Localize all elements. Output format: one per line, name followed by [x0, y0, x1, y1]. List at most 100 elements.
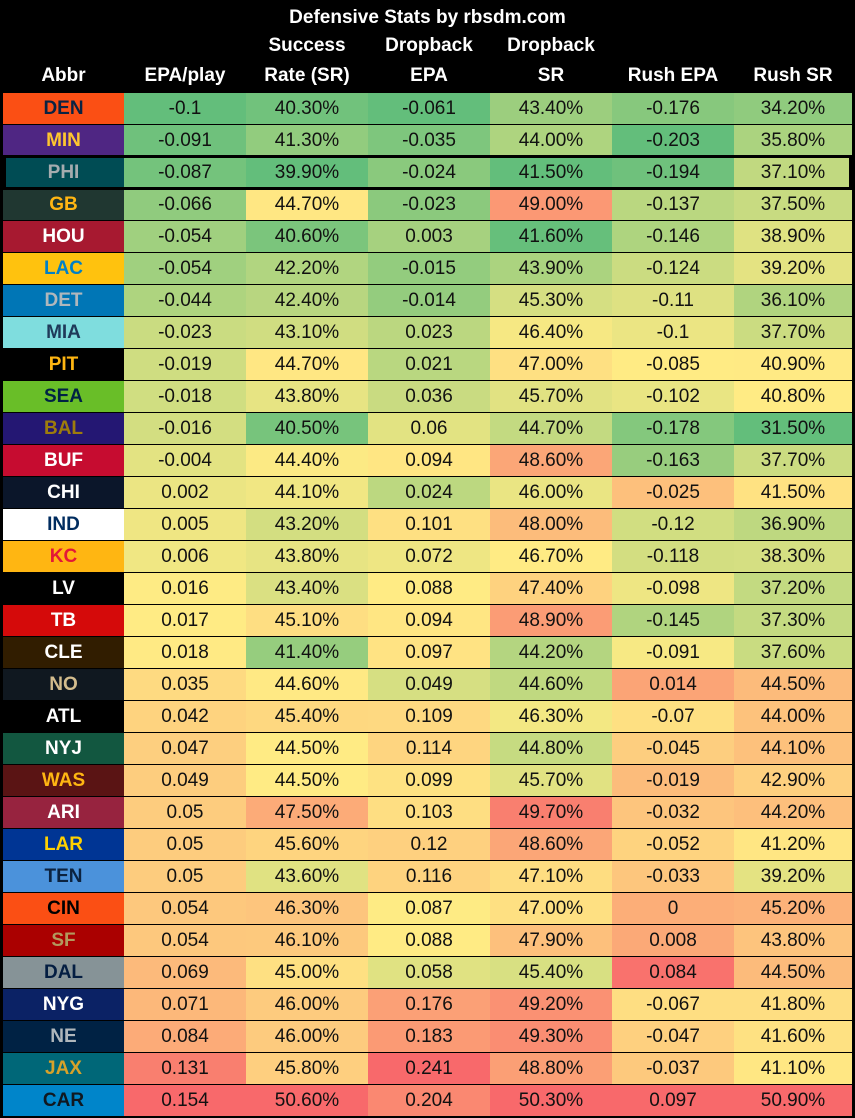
column-header-line [612, 31, 734, 61]
value-cell-db-epa: 0.183 [368, 1021, 490, 1052]
value-cell-db-sr: 43.40% [490, 93, 612, 124]
value-cell-rush-sr: 31.50% [734, 413, 852, 444]
table-row: HOU -0.054 40.60% 0.003 41.60% -0.146 38.90% [0, 221, 855, 253]
value-cell-epa-play: -0.1 [124, 93, 246, 124]
value-cell-db-sr: 48.00% [490, 509, 612, 540]
value-cell-db-sr: 46.40% [490, 317, 612, 348]
value-cell-db-epa: 0.099 [368, 765, 490, 796]
table-header: Defensive Stats by rbsdm.com Abbr EPA/pla… [0, 0, 855, 92]
value-cell-sr: 46.00% [246, 1021, 368, 1052]
table-row: TEN 0.05 43.60% 0.116 47.10% -0.033 39.20% [0, 861, 855, 893]
value-cell-rush-epa: -0.146 [612, 221, 734, 252]
table-row: SEA -0.018 43.80% 0.036 45.70% -0.102 40.80% [0, 381, 855, 413]
column-header-epa_play: EPA/play [124, 31, 246, 91]
column-header-line: EPA [410, 65, 448, 86]
value-cell-db-sr: 41.60% [490, 221, 612, 252]
table-row: LV 0.016 43.40% 0.088 47.40% -0.098 37.20% [0, 573, 855, 605]
value-cell-db-sr: 49.30% [490, 1021, 612, 1052]
value-cell-rush-epa: -0.025 [612, 477, 734, 508]
column-header-db_epa: Dropback EPA [368, 31, 490, 91]
team-abbr-cell: BAL [3, 413, 124, 444]
value-cell-db-epa: 0.109 [368, 701, 490, 732]
team-abbr-cell: CAR [3, 1085, 124, 1116]
value-cell-db-epa: 0.058 [368, 957, 490, 988]
value-cell-db-epa: 0.024 [368, 477, 490, 508]
team-abbr-cell: HOU [3, 221, 124, 252]
team-abbr-cell: GB [3, 189, 124, 220]
value-cell-sr: 45.00% [246, 957, 368, 988]
value-cell-rush-epa: 0.097 [612, 1085, 734, 1116]
value-cell-rush-sr: 37.50% [734, 189, 852, 220]
value-cell-db-epa: 0.06 [368, 413, 490, 444]
table-row: LAR 0.05 45.60% 0.12 48.60% -0.052 41.20% [0, 829, 855, 861]
value-cell-db-sr: 47.40% [490, 573, 612, 604]
value-cell-rush-epa: -0.047 [612, 1021, 734, 1052]
value-cell-sr: 46.30% [246, 893, 368, 924]
value-cell-rush-sr: 37.20% [734, 573, 852, 604]
value-cell-rush-epa: 0 [612, 893, 734, 924]
team-abbr-cell: JAX [3, 1053, 124, 1084]
value-cell-db-sr: 47.00% [490, 893, 612, 924]
value-cell-sr: 43.20% [246, 509, 368, 540]
value-cell-rush-epa: -0.102 [612, 381, 734, 412]
value-cell-rush-sr: 50.90% [734, 1085, 852, 1116]
team-abbr-cell: IND [3, 509, 124, 540]
value-cell-sr: 45.80% [246, 1053, 368, 1084]
team-abbr-cell: MIA [3, 317, 124, 348]
value-cell-db-sr: 44.00% [490, 125, 612, 156]
team-abbr-cell: LAR [3, 829, 124, 860]
value-cell-db-sr: 41.50% [490, 157, 612, 188]
value-cell-db-sr: 44.80% [490, 733, 612, 764]
value-cell-epa-play: -0.066 [124, 189, 246, 220]
value-cell-rush-sr: 34.20% [734, 93, 852, 124]
value-cell-rush-sr: 45.20% [734, 893, 852, 924]
value-cell-db-sr: 50.30% [490, 1085, 612, 1116]
table-row: BUF -0.004 44.40% 0.094 48.60% -0.163 37.70% [0, 445, 855, 477]
value-cell-epa-play: 0.054 [124, 925, 246, 956]
value-cell-epa-play: 0.016 [124, 573, 246, 604]
value-cell-rush-epa: -0.176 [612, 93, 734, 124]
value-cell-sr: 46.00% [246, 989, 368, 1020]
value-cell-db-epa: 0.036 [368, 381, 490, 412]
team-abbr-cell: BUF [3, 445, 124, 476]
value-cell-db-epa: 0.103 [368, 797, 490, 828]
value-cell-rush-epa: -0.098 [612, 573, 734, 604]
value-cell-rush-sr: 43.80% [734, 925, 852, 956]
column-header-line [124, 31, 246, 61]
value-cell-sr: 44.50% [246, 733, 368, 764]
chart-title: Defensive Stats by rbsdm.com [289, 7, 566, 28]
value-cell-rush-epa: -0.124 [612, 253, 734, 284]
value-cell-db-sr: 48.60% [490, 829, 612, 860]
team-abbr-cell: PIT [3, 349, 124, 380]
column-header-line: Rate (SR) [264, 65, 350, 86]
value-cell-db-sr: 48.80% [490, 1053, 612, 1084]
value-cell-sr: 44.50% [246, 765, 368, 796]
value-cell-db-epa: -0.035 [368, 125, 490, 156]
team-abbr-cell: ARI [3, 797, 124, 828]
value-cell-epa-play: 0.071 [124, 989, 246, 1020]
value-cell-db-epa: 0.021 [368, 349, 490, 380]
table-row: ATL 0.042 45.40% 0.109 46.30% -0.07 44.00% [0, 701, 855, 733]
team-abbr-cell: WAS [3, 765, 124, 796]
value-cell-epa-play: -0.044 [124, 285, 246, 316]
value-cell-epa-play: 0.05 [124, 797, 246, 828]
team-abbr-cell: LAC [3, 253, 124, 284]
value-cell-rush-sr: 44.50% [734, 669, 852, 700]
value-cell-rush-epa: -0.203 [612, 125, 734, 156]
value-cell-sr: 46.10% [246, 925, 368, 956]
value-cell-sr: 41.40% [246, 637, 368, 668]
table-row: MIA -0.023 43.10% 0.023 46.40% -0.1 37.70% [0, 317, 855, 349]
value-cell-db-sr: 49.70% [490, 797, 612, 828]
value-cell-sr: 45.40% [246, 701, 368, 732]
value-cell-rush-epa: 0.014 [612, 669, 734, 700]
value-cell-epa-play: -0.004 [124, 445, 246, 476]
team-abbr-cell: CLE [3, 637, 124, 668]
column-header-line [734, 31, 852, 61]
value-cell-db-epa: -0.023 [368, 189, 490, 220]
value-cell-db-sr: 45.40% [490, 957, 612, 988]
value-cell-db-epa: 0.023 [368, 317, 490, 348]
value-cell-rush-sr: 36.10% [734, 285, 852, 316]
value-cell-rush-sr: 38.90% [734, 221, 852, 252]
value-cell-db-epa: 0.097 [368, 637, 490, 668]
value-cell-epa-play: 0.018 [124, 637, 246, 668]
